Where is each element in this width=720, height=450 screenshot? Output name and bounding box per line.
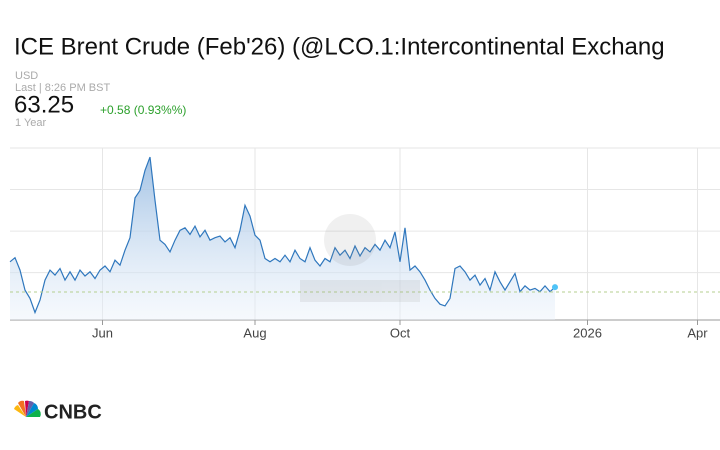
range: 1 Year	[15, 117, 47, 129]
x-tick-label: 2026	[573, 325, 602, 340]
x-tick-label: Oct	[390, 325, 411, 340]
currency: USD	[15, 70, 38, 82]
price-line	[9, 156, 556, 315]
x-tick-label: Aug	[243, 325, 266, 340]
last-price: 63.25	[14, 91, 74, 118]
x-tick-label: Jun	[92, 325, 113, 340]
timestamp: Last | 8:26 PM BST	[15, 82, 110, 94]
price-change: +0.58 (0.93%%)	[100, 103, 186, 117]
last-point	[552, 284, 558, 291]
x-tick-label: Apr	[687, 325, 708, 340]
plot-area: Jun Aug Oct 2026 Apr	[9, 147, 720, 340]
watermark	[300, 214, 420, 302]
cnbc-peacock	[14, 400, 41, 417]
logo-text: CNBC	[44, 401, 102, 423]
chart-title: ICE Brent Crude (Feb'26) (@LCO.1:Interco…	[14, 33, 665, 60]
area	[10, 157, 555, 320]
